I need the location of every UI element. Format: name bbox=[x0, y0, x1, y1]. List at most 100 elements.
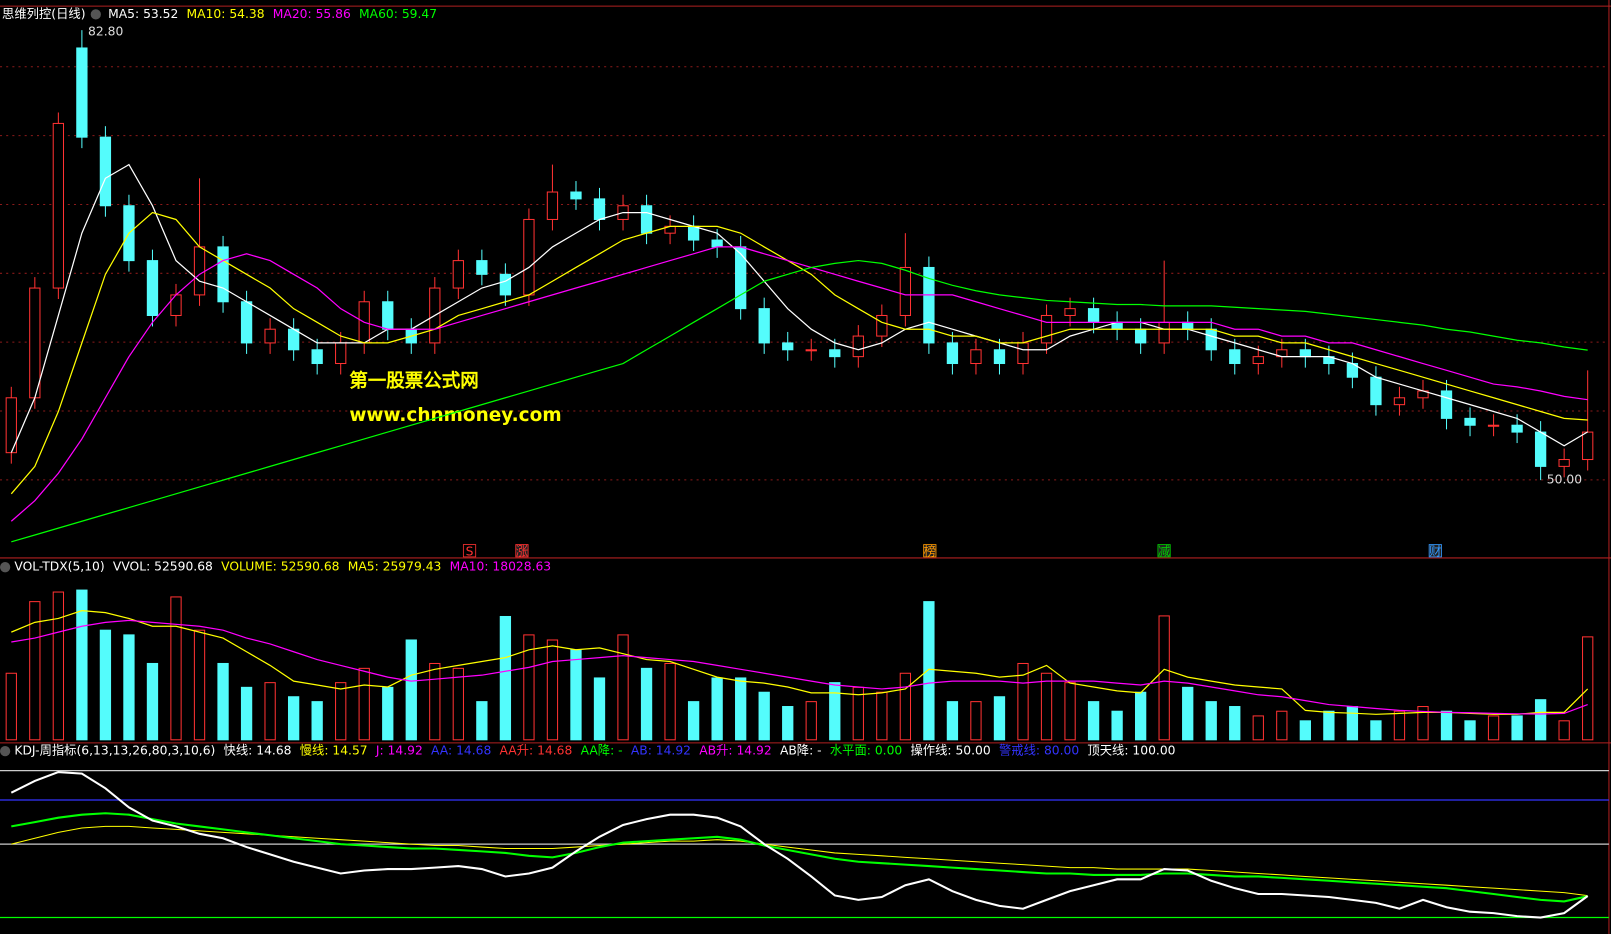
candle-body bbox=[264, 328, 276, 344]
legend-label: MA5: 25979.43 bbox=[348, 560, 442, 574]
candle-body bbox=[1134, 328, 1147, 344]
volume-bar bbox=[829, 682, 841, 741]
candle-body bbox=[29, 287, 41, 399]
volume-bar bbox=[993, 696, 1006, 741]
candle-body bbox=[476, 260, 488, 275]
watermark: www.chnmoney.com bbox=[349, 405, 561, 426]
line bbox=[10, 246, 1588, 522]
volume-bar bbox=[970, 701, 982, 741]
candle-body bbox=[1252, 356, 1264, 365]
panel-icon bbox=[0, 745, 11, 757]
candle-body bbox=[1370, 376, 1382, 406]
volume-bar bbox=[923, 601, 935, 741]
candle-body bbox=[5, 397, 17, 454]
candle-body bbox=[240, 301, 253, 344]
volume-bar bbox=[170, 596, 182, 741]
candle-body bbox=[217, 246, 229, 303]
volume-bar bbox=[735, 677, 747, 741]
panel-icon bbox=[90, 9, 101, 20]
volume-bar bbox=[711, 677, 723, 741]
legend-label: MA60: 59.47 bbox=[359, 7, 437, 21]
volume-bar bbox=[476, 701, 488, 741]
candle-body bbox=[829, 349, 841, 358]
volume-bar bbox=[523, 634, 535, 741]
candle-body bbox=[711, 239, 723, 248]
candle-body bbox=[593, 198, 606, 220]
candle-body bbox=[570, 191, 582, 200]
candle-body bbox=[1229, 349, 1241, 365]
volume-bar bbox=[1582, 636, 1594, 741]
volume-bar bbox=[358, 667, 370, 741]
volume-bar bbox=[335, 682, 347, 741]
legend-label: AB降: - bbox=[780, 744, 822, 758]
candle-body bbox=[876, 314, 888, 337]
line bbox=[10, 211, 1588, 495]
marker-box bbox=[1157, 544, 1171, 558]
volume-bar bbox=[5, 672, 17, 741]
marker-label: 涨 bbox=[516, 543, 528, 558]
volume-bar bbox=[264, 682, 276, 741]
candle-body bbox=[1087, 308, 1100, 323]
volume-bar bbox=[1111, 710, 1123, 741]
legend-label: AB升: 14.92 bbox=[699, 744, 771, 758]
volume-bar bbox=[1511, 715, 1523, 741]
volume-bar bbox=[1182, 686, 1194, 741]
volume-bar bbox=[782, 706, 794, 741]
candle-body bbox=[523, 218, 535, 296]
marker-label: 榜 bbox=[924, 543, 936, 558]
candle-body bbox=[899, 266, 912, 317]
volume-bar bbox=[429, 662, 441, 741]
volume-bar bbox=[640, 667, 653, 741]
volume-bar bbox=[1040, 672, 1053, 741]
candle-body bbox=[946, 342, 959, 365]
legend-label: VVOL: 52590.68 bbox=[113, 560, 213, 574]
volume-bar bbox=[687, 701, 700, 741]
volume-bar bbox=[1158, 615, 1170, 741]
candle-body bbox=[1558, 459, 1570, 467]
candle-body bbox=[1158, 321, 1170, 344]
volume-bar bbox=[452, 667, 464, 741]
marker-label: S bbox=[466, 544, 474, 558]
volume-bar bbox=[311, 701, 323, 741]
candle-body bbox=[1182, 321, 1194, 330]
volume-bar bbox=[1276, 710, 1288, 741]
volume-bar bbox=[593, 677, 606, 741]
candle-body bbox=[687, 225, 700, 241]
legend-label: 慢线: 14.57 bbox=[300, 744, 368, 758]
volume-bar bbox=[1370, 720, 1382, 741]
candle-body bbox=[1464, 417, 1476, 426]
candle-body bbox=[1017, 342, 1029, 365]
legend-label: AA: 14.68 bbox=[431, 744, 491, 758]
candle-body bbox=[923, 266, 935, 344]
volume-bar bbox=[876, 691, 888, 741]
candle-body bbox=[640, 205, 653, 234]
candle-body bbox=[758, 308, 770, 344]
volume-bar bbox=[499, 615, 512, 741]
volume-bar bbox=[570, 649, 582, 741]
line bbox=[11, 812, 1588, 903]
volume-bar bbox=[1017, 662, 1029, 741]
candle-body bbox=[1393, 397, 1406, 406]
volume-bar bbox=[29, 601, 41, 741]
legend-label: 思维列控(日线) bbox=[2, 7, 85, 21]
volume-bar bbox=[1229, 706, 1241, 741]
volume-bar bbox=[52, 591, 65, 741]
candle-body bbox=[146, 260, 159, 317]
candle-body bbox=[452, 260, 464, 289]
candle-body bbox=[1040, 314, 1053, 344]
volume-bar bbox=[1323, 710, 1335, 741]
legend-label: 操作线: 50.00 bbox=[910, 743, 990, 758]
volume-bar bbox=[1346, 706, 1359, 741]
legend-label: KDJ-周指标(6,13,13,26,80,3,10,6) bbox=[14, 743, 215, 758]
volume-bar bbox=[99, 629, 112, 741]
legend-label: VOLUME: 52590.68 bbox=[221, 560, 339, 574]
candle-body bbox=[993, 349, 1006, 365]
line bbox=[10, 771, 1589, 919]
candle-body bbox=[1511, 424, 1523, 433]
marker-box bbox=[462, 544, 477, 558]
volume-bar bbox=[193, 629, 206, 741]
volume-bar bbox=[240, 686, 253, 741]
volume-bar bbox=[217, 662, 229, 741]
volume-bar bbox=[1134, 691, 1147, 741]
